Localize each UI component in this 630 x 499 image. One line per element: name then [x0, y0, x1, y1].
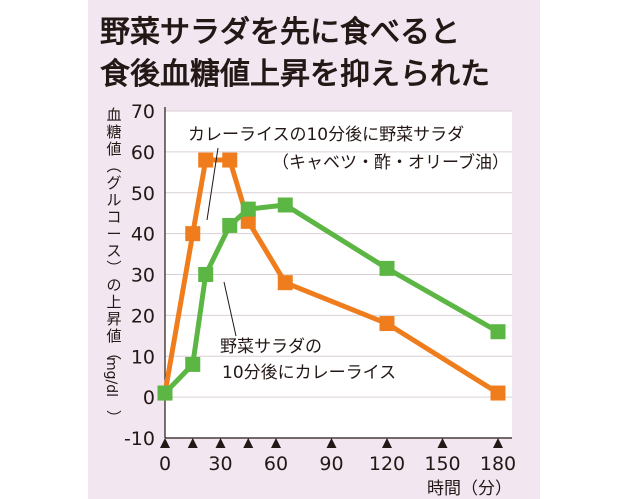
series-1-point: [379, 316, 395, 332]
series-2-leader-line: [223, 281, 237, 337]
chart-title-line: 食後血糖値上昇を抑えられた: [100, 57, 490, 92]
chart-title-line: 野菜サラダを先に食べると: [100, 15, 460, 50]
series-1-point: [222, 152, 238, 168]
y-tick-label: 60: [131, 142, 155, 164]
y-tick-label: 30: [131, 265, 155, 287]
series-2-label-line: 10分後にカレーライス: [222, 363, 396, 383]
x-tick-label: 60: [264, 453, 288, 475]
series-annotations: カレーライスの10分後に野菜サラダ （キャベツ・酢・オリーブ油） 野菜サラダの 10分…: [188, 125, 509, 383]
series-2-point: [198, 267, 214, 282]
y-tick-label: 20: [131, 305, 155, 327]
series-line-1: [162, 157, 500, 396]
series-1-point: [240, 213, 256, 229]
y-axis-label-char: 上: [106, 293, 121, 311]
meal-time-marker: [326, 438, 337, 448]
series-2-point: [157, 385, 173, 401]
series-1-label-line: カレーライスの10分後に野菜サラダ: [188, 125, 464, 145]
x-tick-label: 30: [208, 453, 232, 475]
series-1-label-line: （キャベツ・酢・オリーブ油）: [272, 152, 509, 173]
gridlines: [165, 110, 512, 398]
y-tick-labels: -10 0 10 20 30 40 50 60 70: [124, 101, 155, 450]
y-axis-label-char: コ: [106, 208, 121, 226]
meal-time-marker: [437, 438, 448, 448]
meal-time-marker: [493, 438, 503, 448]
y-axis-label-char: 値: [106, 327, 121, 345]
y-axis-label-char: ︶: [106, 409, 121, 427]
series-2-point: [379, 260, 395, 276]
series-line-2: [163, 202, 500, 395]
y-tick-label: 70: [131, 101, 155, 123]
x-tick-label: 150: [424, 453, 460, 475]
meal-time-marker: [271, 438, 281, 448]
series-1-point: [490, 385, 506, 401]
series-2-point: [222, 217, 238, 233]
y-axis-label-char: グ: [106, 174, 121, 192]
meal-time-marker: [160, 438, 170, 448]
y-tick-label: 0: [143, 387, 155, 409]
series-1-leader-line: [206, 147, 219, 221]
y-axis-label-char: 値: [106, 140, 121, 158]
x-tick-label: 0: [159, 453, 171, 475]
x-tick-label: 180: [480, 453, 516, 475]
meal-time-marker: [382, 438, 392, 448]
meal-time-markers: [160, 438, 503, 448]
series-1-point: [185, 226, 201, 242]
series-1-point: [277, 275, 293, 291]
y-tick-label: 10: [131, 346, 155, 368]
y-axis-label-char: ︵: [106, 344, 121, 362]
y-axis-label-char: ︶: [106, 259, 121, 277]
x-tick-label: 90: [319, 453, 343, 475]
series-2-point: [277, 197, 293, 213]
series: [157, 152, 506, 401]
y-tick-label: 40: [131, 224, 155, 246]
y-tick-label: 50: [131, 183, 155, 205]
y-axis-label-unit: mg/dl: [103, 357, 119, 397]
series-2-point: [240, 201, 256, 217]
y-axis-label-char: 昇: [106, 310, 121, 328]
series-2-point: [490, 324, 506, 340]
x-tick-label: 120: [369, 453, 405, 475]
series-2-point: [185, 356, 201, 372]
y-axis-label-char: ︵: [106, 157, 121, 175]
series-2-label-line: 野菜サラダの: [220, 337, 322, 357]
x-tick-labels: 0 30 60 90 120 150 180: [159, 453, 516, 475]
y-axis-label-char: 糖: [106, 123, 121, 141]
x-axis-label: 時間（分）: [427, 479, 512, 499]
series-1-point: [198, 152, 214, 168]
y-axis-label-char: ル: [106, 191, 121, 209]
meal-time-marker: [187, 438, 198, 448]
y-tick-label: -10: [124, 428, 155, 450]
meal-time-marker: [215, 438, 226, 448]
y-axis-label-char: ー: [106, 225, 121, 243]
y-axis-label-char: 血: [106, 106, 121, 124]
meal-time-marker: [243, 438, 254, 448]
y-axis-label-char: の: [106, 276, 121, 294]
y-axis-label-char: ス: [106, 242, 121, 260]
